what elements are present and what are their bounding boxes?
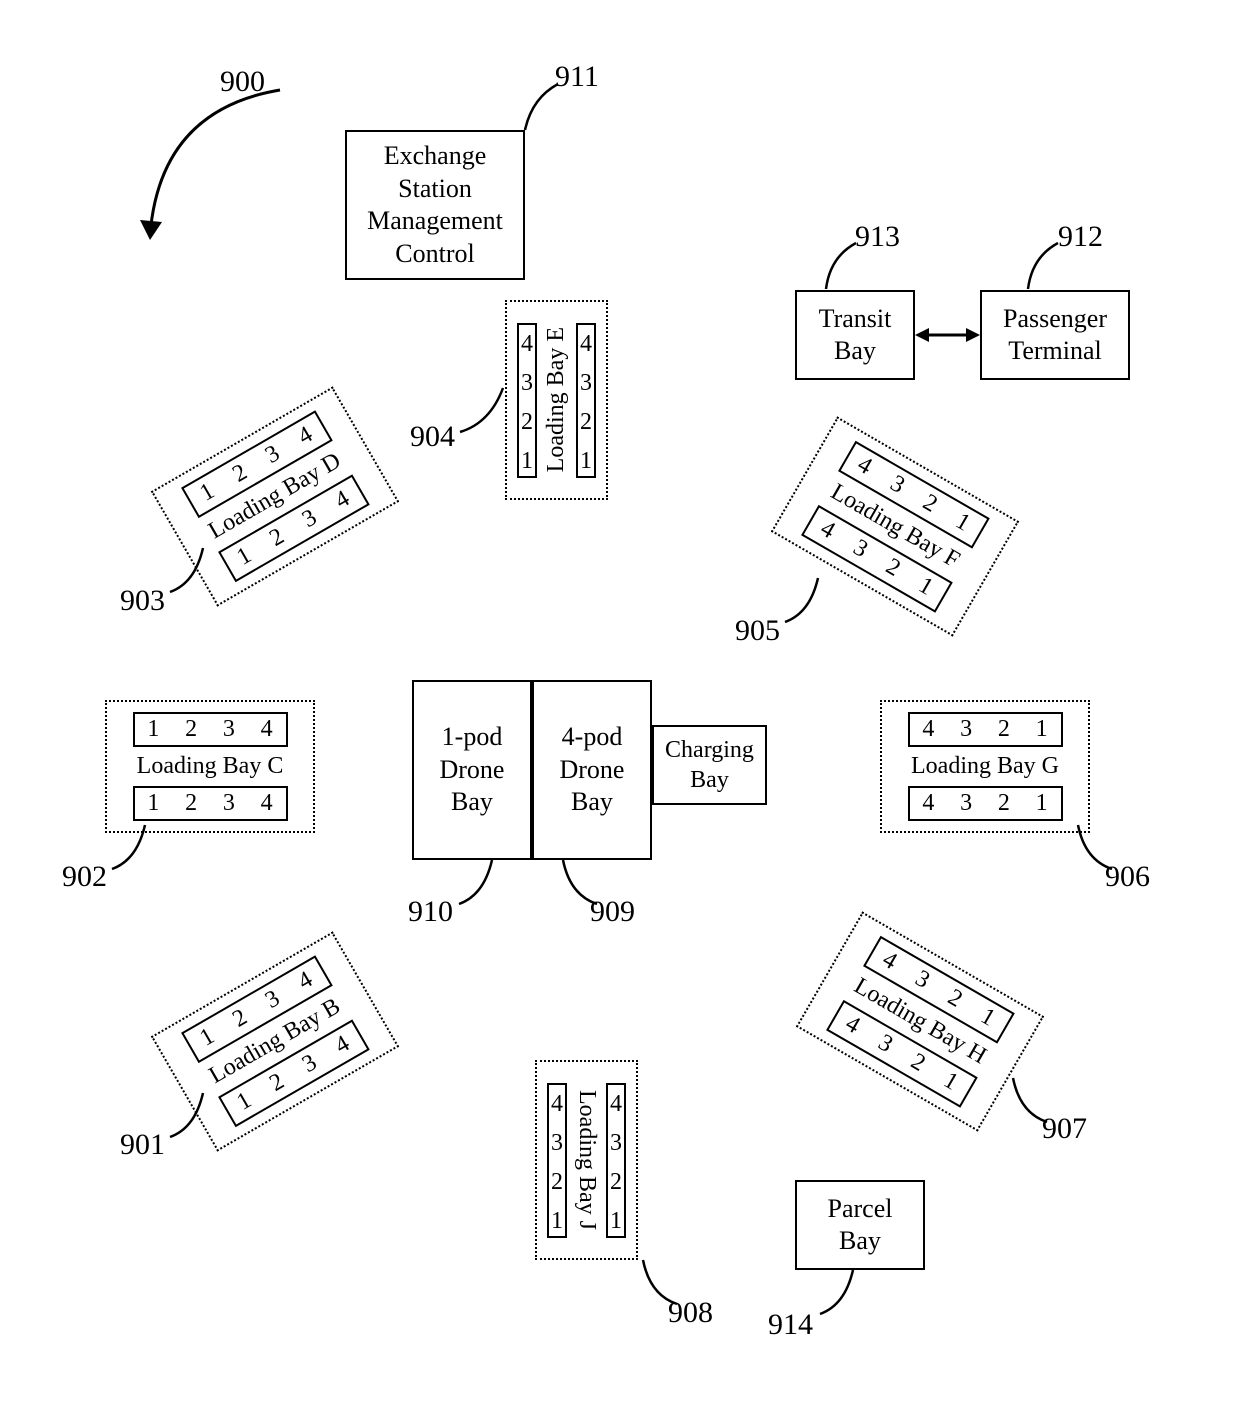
ref-903: 903 xyxy=(120,584,165,618)
ref-907: 907 xyxy=(1042,1112,1087,1146)
drone-bay-4pod: 4-pod Drone Bay xyxy=(532,680,652,860)
ref-902: 902 xyxy=(62,860,107,894)
passenger-terminal: Passenger Terminal xyxy=(980,290,1130,380)
bay-j-row-left: 4321 xyxy=(547,1083,567,1238)
bay-g-label: Loading Bay G xyxy=(911,753,1059,780)
transit-bay: Transit Bay xyxy=(795,290,915,380)
leader-914 xyxy=(815,1270,875,1320)
bay-e-label: Loading Bay E xyxy=(543,327,570,472)
loading-bay-e: 4321 Loading Bay E 4321 xyxy=(505,300,608,500)
double-arrow-icon xyxy=(915,325,980,345)
ref-914: 914 xyxy=(768,1308,813,1342)
bay-c-label: Loading Bay C xyxy=(137,753,284,780)
bay-c-row-bot: 1234 xyxy=(133,786,288,821)
exchange-station-mgmt-control: Exchange Station Management Control xyxy=(345,130,525,280)
leader-902 xyxy=(107,825,167,875)
ref-900: 900 xyxy=(220,65,265,99)
ref-910: 910 xyxy=(408,895,453,929)
leader-903 xyxy=(165,548,225,598)
ref-906: 906 xyxy=(1105,860,1150,894)
ref-904: 904 xyxy=(410,420,455,454)
ref-901: 901 xyxy=(120,1128,165,1162)
loading-bay-g: 4321 Loading Bay G 4321 xyxy=(880,700,1090,833)
ref-912: 912 xyxy=(1058,220,1103,254)
ref-913: 913 xyxy=(855,220,900,254)
loading-bay-j: 4321 Loading Bay J 4321 xyxy=(535,1060,638,1260)
leader-905 xyxy=(780,578,840,628)
bay-j-label: Loading Bay J xyxy=(573,1090,600,1230)
ref-911: 911 xyxy=(555,60,599,94)
ref-909: 909 xyxy=(590,895,635,929)
arc-arrow-icon xyxy=(120,70,320,270)
bay-j-row-right: 4321 xyxy=(606,1083,626,1238)
bay-e-row-right: 4321 xyxy=(576,323,596,478)
bay-c-row-top: 1234 xyxy=(133,712,288,747)
parcel-bay: Parcel Bay xyxy=(795,1180,925,1270)
leader-901 xyxy=(165,1093,225,1143)
bay-g-row-top: 4321 xyxy=(908,712,1063,747)
bay-e-row-left: 4321 xyxy=(517,323,537,478)
loading-bay-c: 1234 Loading Bay C 1234 xyxy=(105,700,315,833)
leader-910 xyxy=(454,860,514,910)
drone-bay-1pod: 1-pod Drone Bay xyxy=(412,680,532,860)
ref-908: 908 xyxy=(668,1296,713,1330)
charging-bay: Charging Bay xyxy=(652,725,767,805)
leader-904 xyxy=(455,388,515,438)
bay-g-row-bot: 4321 xyxy=(908,786,1063,821)
ref-905: 905 xyxy=(735,614,780,648)
